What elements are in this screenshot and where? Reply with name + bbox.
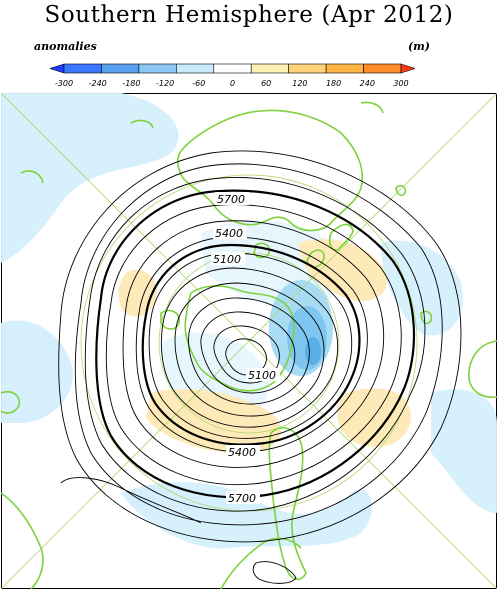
legend-units-label: (m)	[407, 40, 430, 53]
colorbar-cell	[363, 63, 402, 74]
colorbar-cell	[250, 63, 289, 74]
colorbar-tick-label: 120	[292, 79, 307, 88]
colorbar-cell	[288, 63, 327, 74]
anomaly-colorbar: -300 -240 -180 -120 -60 0 60 120 180 240 300	[50, 63, 415, 88]
bold-contours	[95, 189, 416, 499]
colorbar-cell	[63, 63, 102, 74]
colorbar-arrow-min	[50, 63, 65, 74]
contour-labels: 5700 5400 5100 5100 5400 5700	[211, 192, 280, 505]
polar-map: 5700 5400 5100 5100 5400 5700	[0, 92, 498, 590]
colorbar-cell	[101, 63, 140, 74]
colorbar-tick-label: 240	[360, 79, 375, 88]
colorbar-tick-label: -60	[192, 79, 205, 88]
contour-label-5400-top: 5400	[215, 227, 243, 240]
colorbar-cell	[176, 63, 215, 74]
contour-label-5700-top: 5700	[217, 193, 245, 206]
contour-label-5100-bottom: 5100	[248, 369, 276, 382]
colorbar-tick-label: -300	[55, 79, 73, 88]
colorbar-arrow-max	[400, 63, 415, 74]
colorbar-cell	[138, 63, 177, 74]
coastlines	[0, 101, 498, 590]
contour-label-5100-top: 5100	[213, 253, 241, 266]
chart-title: Southern Hemisphere (Apr 2012)	[44, 2, 454, 28]
legend-anomalies-label: anomalies	[34, 40, 97, 53]
colorbar-cell	[213, 63, 252, 74]
colorbar-cell	[325, 63, 364, 74]
colorbar-tick-label: 60	[261, 79, 271, 88]
contour-label-5400-bottom: 5400	[228, 446, 256, 459]
colorbar-tick-label: 300	[393, 79, 408, 88]
colorbar-tick-label: -120	[156, 79, 174, 88]
colorbar-tick-label: -180	[122, 79, 140, 88]
map-panel: 5700 5400 5100 5100 5400 5700	[0, 92, 498, 590]
contour-label-5700-bottom: 5700	[228, 492, 256, 505]
colorbar-tick-label: -240	[89, 79, 107, 88]
height-contours	[58, 150, 462, 584]
colorbar-tick-label: 180	[326, 79, 341, 88]
colorbar-tick-label: 0	[230, 79, 235, 88]
